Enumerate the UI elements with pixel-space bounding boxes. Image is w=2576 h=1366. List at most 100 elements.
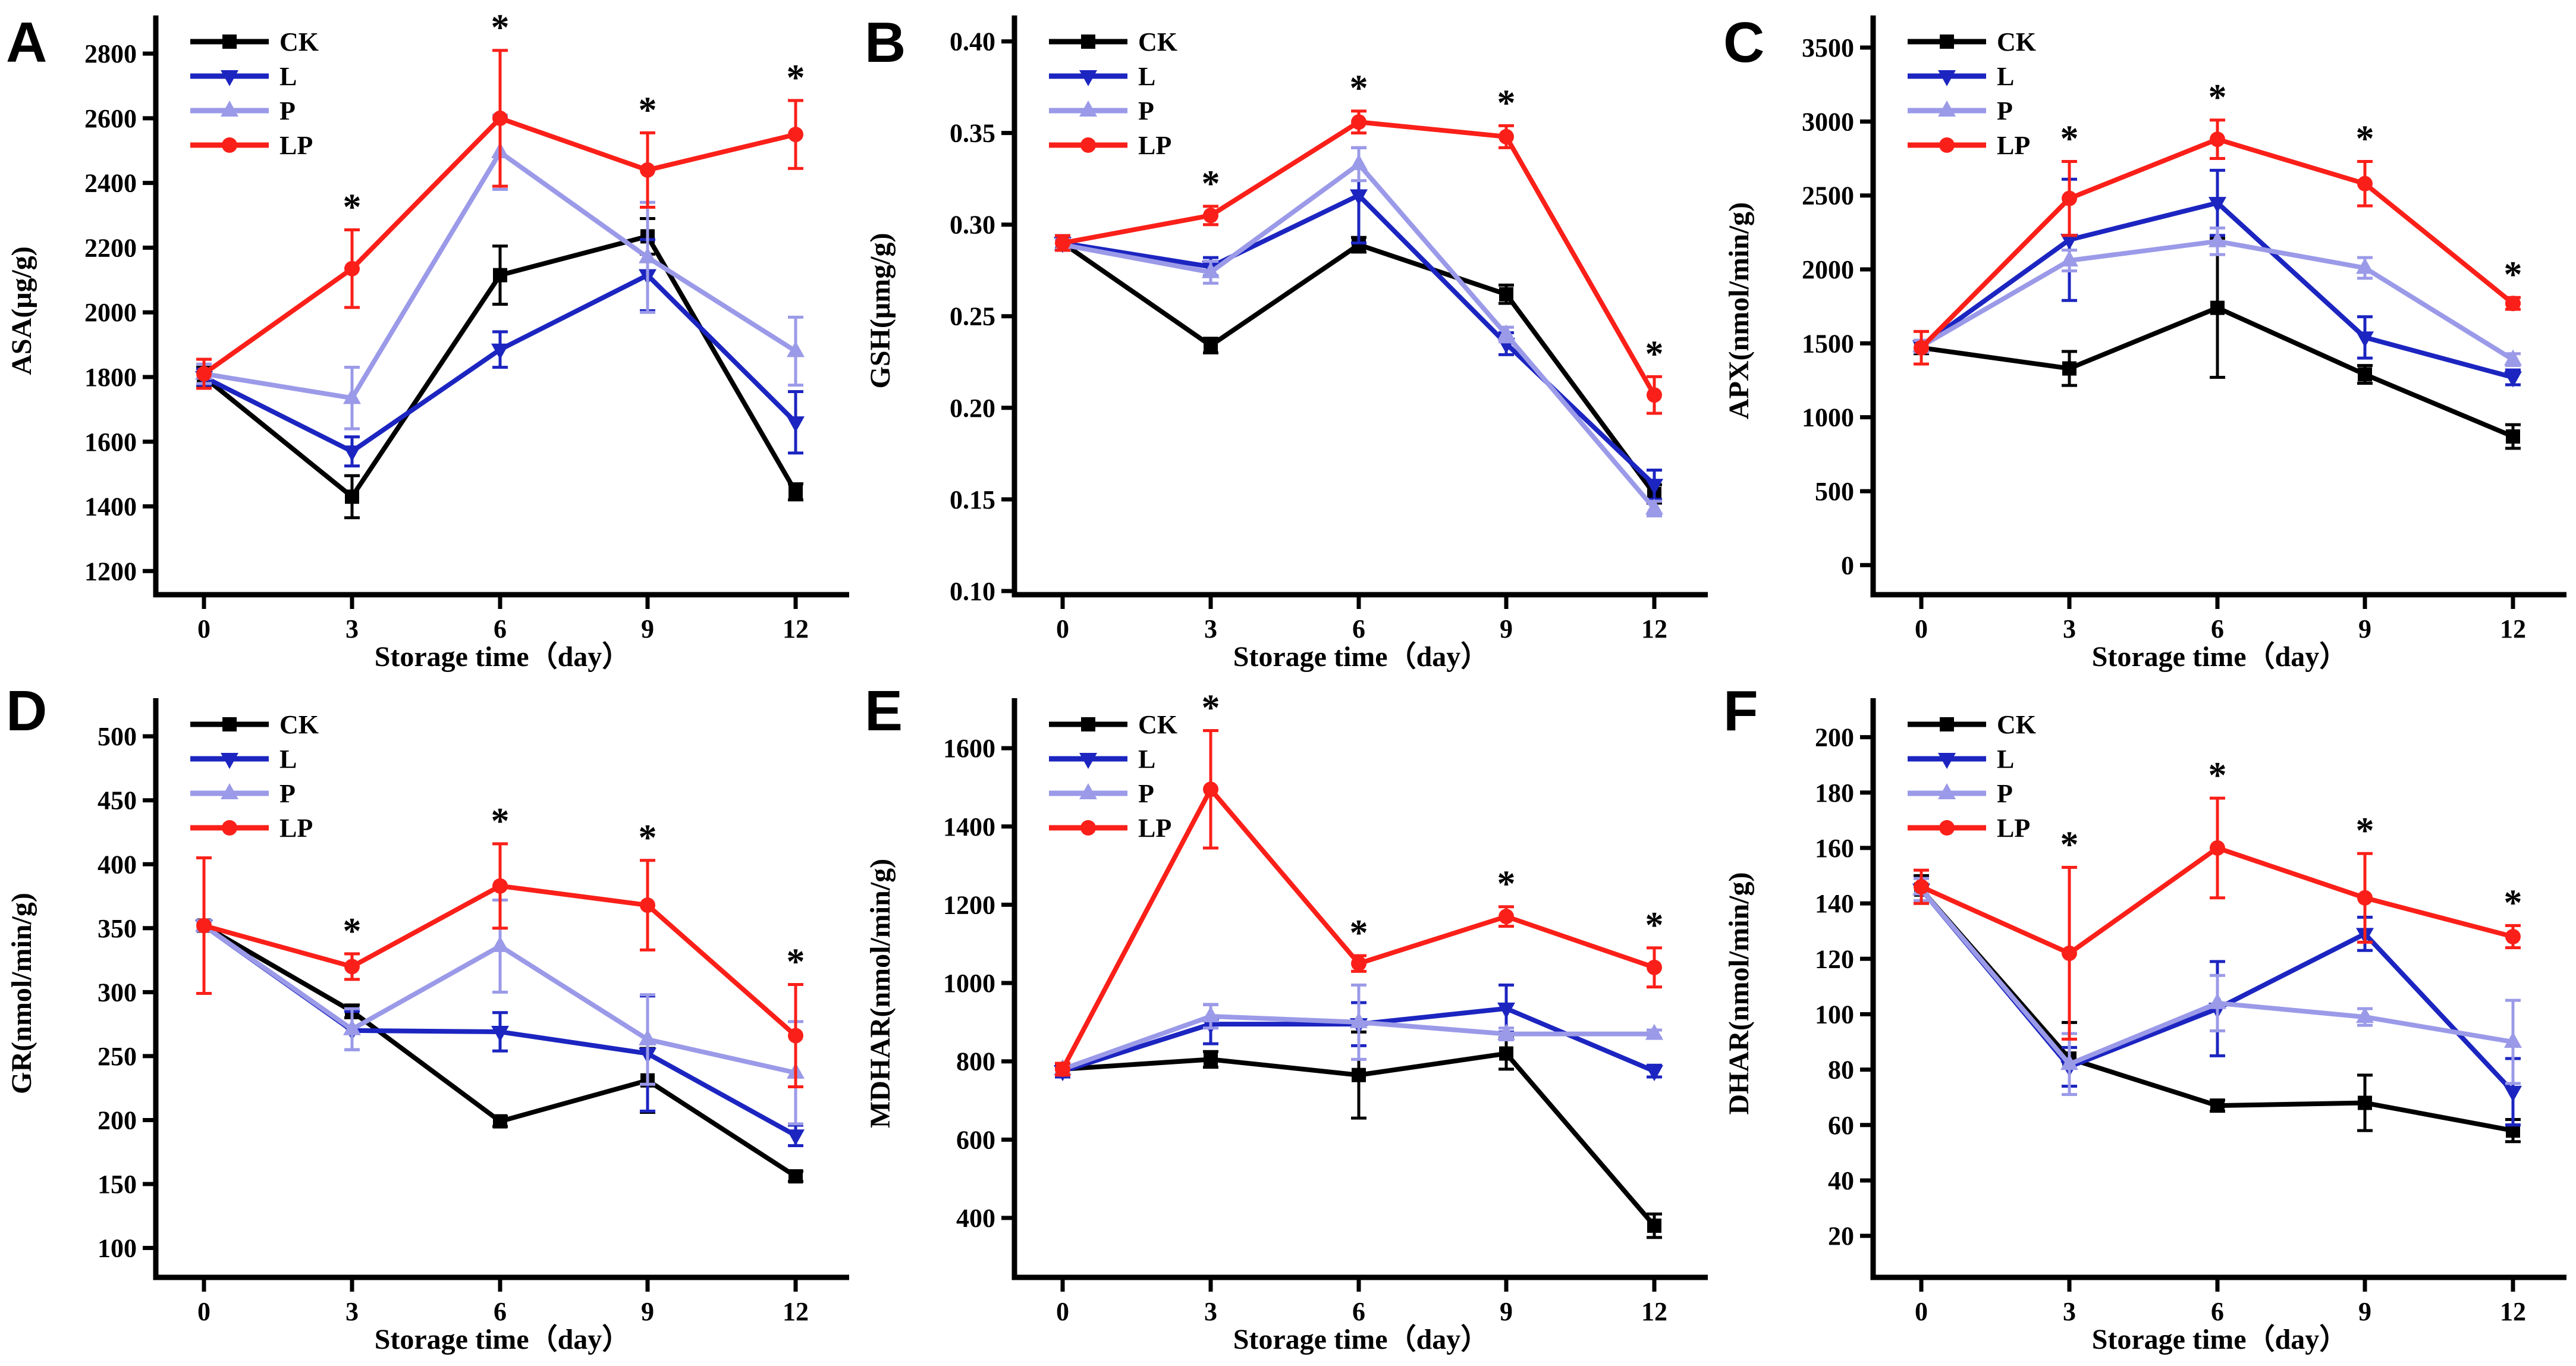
legend-marker-circle-icon [222,137,237,153]
y-tick-label: 400 [98,850,137,879]
significance-asterisk: * [1497,83,1516,123]
y-tick-label: 0.25 [950,302,995,331]
y-tick-label: 400 [956,1204,995,1233]
legend-marker-circle-icon [1939,137,1955,153]
legend-marker-triangle-down-icon [221,70,238,86]
y-tick-label: 200 [98,1106,137,1135]
series-p-triangle-up-marker [787,341,805,357]
x-tick-label: 12 [783,614,809,643]
x-axis-label: Storage time（day） [2092,1324,2348,1355]
legend-label-l: L [279,745,297,774]
x-tick-label: 9 [641,614,654,643]
legend-marker-circle-icon [1080,820,1096,836]
legend-marker-triangle-up-icon [221,101,238,117]
series-ck [1055,1030,1662,1239]
series-lp-circle-marker [1647,387,1662,403]
series-lp-circle-marker [788,127,803,143]
x-tick-label: 3 [1204,614,1217,643]
series-ck-square-marker [493,268,507,282]
panel-a-chart: 1200 1400 1600 1800 2000 2200 2400 2600 2800 0 3 6 9… [6,8,849,673]
legend-marker-square-icon [1081,34,1095,49]
x-tick-label: 6 [2211,614,2224,643]
series-lp-circle-marker [1499,128,1514,145]
y-tick-label: 150 [98,1170,137,1199]
series-ck-square-marker [1204,338,1218,353]
x-tick-label: 3 [345,614,359,643]
significance-asterisk: * [1645,905,1664,946]
legend-item-lp: LP [1049,131,1171,160]
series-lp [196,842,803,1089]
legend-item-lp: LP [1908,814,2030,843]
significance-asterisk: * [1350,913,1368,953]
x-tick-label: 0 [1915,1297,1928,1326]
legend-label-l: L [1138,745,1155,774]
y-tick-label: 300 [98,978,137,1007]
series-p-triangle-up-marker [2060,250,2078,267]
legend-item-p: P [1049,96,1154,125]
legend-item-lp: LP [190,131,313,160]
series-p-triangle-up-marker [1202,262,1220,278]
y-tick-label: 1200 [84,557,137,586]
y-tick-label: 2200 [84,233,137,262]
series-p-triangle-up-marker [1202,1006,1220,1023]
legend-item-ck: CK [1908,27,2036,56]
panel-f: F 20 40 60 80 100 120 140 160 180 200 0 3 6 9 12 DHAR(nm… [1717,683,2576,1365]
series-lp-circle-marker [344,260,360,277]
series-lp-circle-marker [2062,190,2077,206]
y-axis-label: DHAR(nmol/min/g) [1723,872,1755,1115]
series-ck-square-marker [2062,361,2076,376]
series-ck-square-marker [2506,429,2520,444]
y-tick-label: 800 [956,1047,995,1076]
legend-label-l: L [1138,62,1155,91]
series-l-triangle-down-marker [2356,331,2374,348]
series-l-triangle-down-marker [491,343,509,360]
significance-asterisk: * [2209,755,2227,796]
series-p-triangle-up-marker [491,935,509,952]
panel-e: E 400 600 800 1000 1200 1400 1600 0 3 6 9 12 MDHAR(nm… [859,683,1717,1365]
legend-marker-triangle-down-icon [1079,753,1097,769]
series-ck-square-marker [2358,367,2372,382]
legend-marker-triangle-up-icon [221,783,238,799]
series-p-triangle-up-marker [343,388,361,404]
panel-d-chart: 100 150 200 250 300 350 400 450 500 0 3 6 9 12 GR(nmol… [6,698,849,1355]
significance-asterisk: * [2504,883,2522,923]
series-lp-circle-marker [640,897,655,913]
series-l-triangle-down-marker [1645,1065,1663,1082]
y-tick-label: 600 [956,1125,995,1154]
y-tick-label: 1500 [1802,329,1854,358]
legend-label-lp: LP [279,131,313,160]
panel-d: D 100 150 200 250 300 350 400 450 500 0 3 6 9 12 GR(nmo… [0,683,859,1365]
series-p-triangle-up-marker [639,247,656,263]
series-lp-circle-marker [1499,909,1514,925]
series-p [1912,877,2522,1097]
series-lp-circle-marker [2357,175,2373,191]
series-l-triangle-down-marker [787,416,805,433]
legend-label-ck: CK [1138,710,1177,739]
legend-marker-circle-icon [1939,820,1955,836]
y-tick-label: 350 [98,914,137,943]
series-ck-square-marker [788,1169,803,1184]
series-p-triangle-up-marker [2504,349,2522,366]
panel-letter-c: C [1723,11,1765,74]
panel-letter-a: A [6,11,48,74]
x-tick-label: 9 [2358,614,2371,643]
series-l-triangle-down-marker [2504,1085,2522,1102]
legend-label-ck: CK [1138,27,1177,56]
y-tick-label: 2600 [84,104,137,133]
y-tick-label: 180 [1815,778,1854,808]
series-ck-square-marker [1499,287,1513,302]
x-axis-label: Storage time（day） [2092,641,2348,673]
series-lp-circle-marker [1914,879,1929,895]
series-p-triangle-up-marker [343,1019,361,1035]
y-tick-label: 1000 [943,969,995,998]
legend-marker-triangle-down-icon [221,753,238,769]
panel-c-chart: 0 500 1000 1500 2000 2500 3000 3500 0 3 6 9 12 APX(nm… [1723,15,2566,673]
series-l-triangle-down-marker [787,1129,805,1146]
series-p-triangle-up-marker [1497,324,1515,341]
series-lp [1914,118,2521,366]
series-lp-circle-marker [1647,959,1662,975]
series-p-triangle-up-marker [2060,1054,2078,1070]
legend-item-lp: LP [1049,814,1171,843]
series-lp-circle-marker [2505,929,2521,944]
